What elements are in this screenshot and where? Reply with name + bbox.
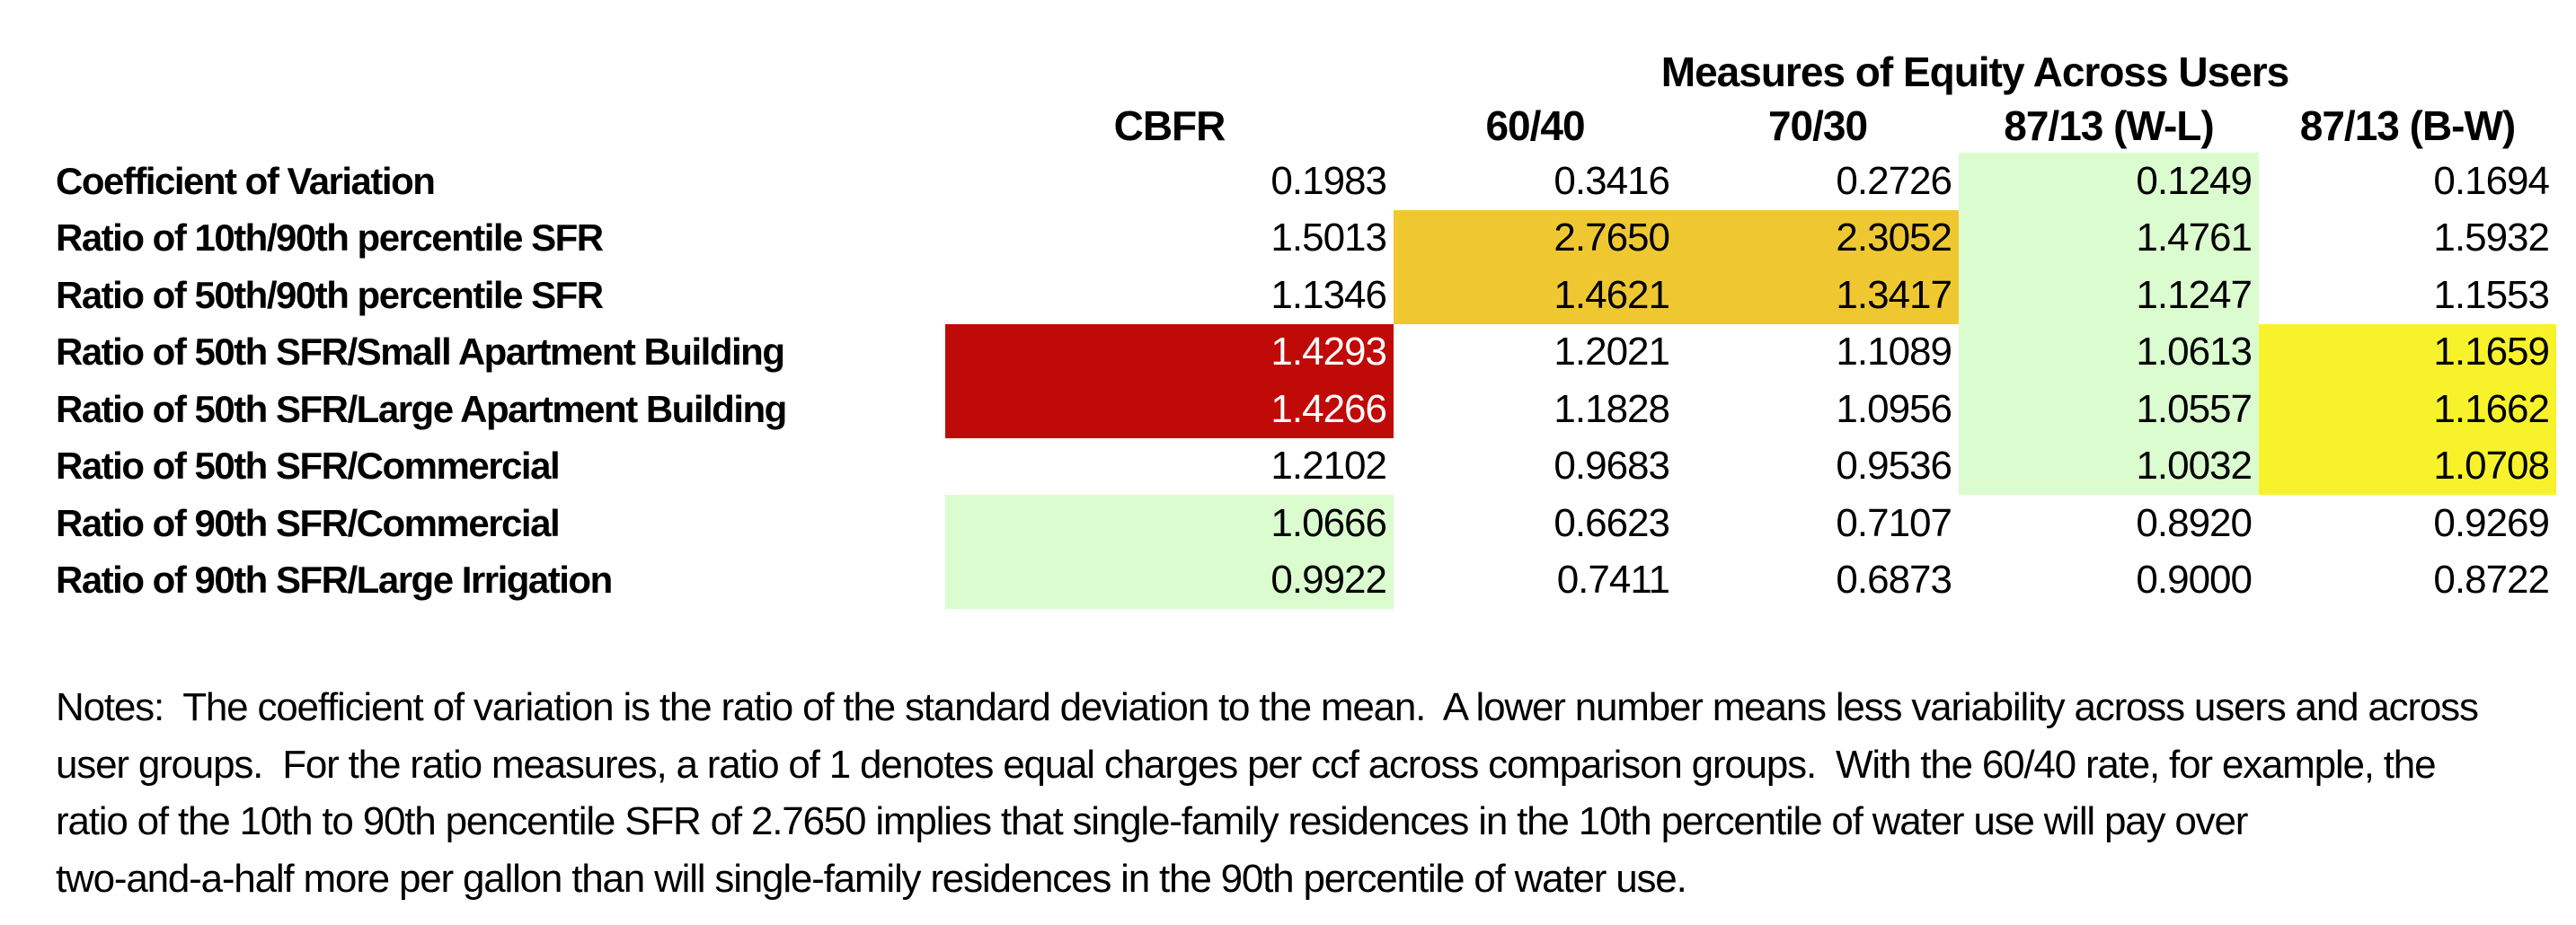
row-label: Ratio of 50th SFR/Small Apartment Buildi… <box>56 330 785 374</box>
table-cell: 0.7411 <box>1556 558 1670 603</box>
table-cell: 0.1983 <box>1270 158 1387 203</box>
table-cell-highlight-green: 1.4761 <box>1959 209 2259 267</box>
table-cell: 1.5013 <box>1270 216 1387 260</box>
table-cell-highlight-green: 1.0557 <box>1959 381 2259 438</box>
table-cell-highlight-yellow: 1.0708 <box>2259 437 2556 495</box>
row-label: Ratio of 50th SFR/Commercial <box>56 445 561 488</box>
table-cell: 1.1828 <box>1554 386 1670 431</box>
notes-line-4: two-and-a-half more per gallon than will… <box>56 856 1687 901</box>
table-cell: 1.5932 <box>2433 216 2550 260</box>
corner-cell <box>56 99 945 153</box>
table-cell: 0.6623 <box>1554 500 1670 545</box>
table-cell-highlight-yellow: 1.1659 <box>2259 323 2556 381</box>
table-cell: 1.0956 <box>1836 386 1952 431</box>
column-header-87-13-bw: 87/13 (B-W) <box>2299 102 2516 149</box>
row-label: Ratio of 50th SFR/Large Apartment Buildi… <box>56 387 787 430</box>
table-cell-highlight-gold: 2.7650 <box>1394 209 1677 267</box>
table-cell: 1.2021 <box>1554 330 1670 374</box>
column-header-70-30: 70/30 <box>1767 102 1868 149</box>
row-label: Ratio of 10th/90th percentile SFR <box>56 216 604 260</box>
table-cell: 0.1694 <box>2433 158 2550 203</box>
row-label: Coefficient of Variation <box>56 159 436 202</box>
table-cell-highlight-red: 1.4293 <box>945 323 1394 381</box>
table-cell-highlight-gold: 2.3052 <box>1677 209 1959 267</box>
table-cell: 0.2726 <box>1836 158 1952 203</box>
table-cell: 1.1346 <box>1270 272 1387 317</box>
table-cell: 0.9000 <box>2136 558 2253 603</box>
table-cell-highlight-green: 1.1247 <box>1959 267 2259 324</box>
column-header-cbfr: CBFR <box>1113 102 1226 149</box>
column-header-60-40: 60/40 <box>1485 102 1585 149</box>
row-label: Ratio of 50th/90th percentile SFR <box>56 273 604 316</box>
table-cell: 0.9536 <box>1836 444 1952 489</box>
table-cell: 1.1553 <box>2433 272 2550 317</box>
row-label: Ratio of 90th SFR/Commercial <box>56 501 561 544</box>
table-cell-highlight-green: 0.1249 <box>1959 153 2259 210</box>
column-header-87-13-wl: 87/13 (W-L) <box>2004 102 2214 149</box>
equity-table: CBFR 60/40 70/30 87/13 (W-L) 87/13 (B-W)… <box>56 99 2556 609</box>
table-cell: 0.6873 <box>1836 558 1952 603</box>
table-cell-highlight-gold: 1.3417 <box>1677 267 1959 324</box>
table-cell-highlight-green: 0.9922 <box>945 551 1394 609</box>
table-cell: 0.8920 <box>2136 500 2253 545</box>
table-title: Measures of Equity Across Users <box>1660 48 2289 95</box>
table-cell: 0.9683 <box>1554 444 1670 489</box>
table-cell-highlight-yellow: 1.1662 <box>2259 381 2556 438</box>
table-cell-highlight-red: 1.4266 <box>945 381 1394 438</box>
table-cell: 0.9269 <box>2433 500 2550 545</box>
table-cell-highlight-gold: 1.4621 <box>1394 267 1677 324</box>
table-cell: 0.3416 <box>1554 158 1670 203</box>
table-cell-highlight-green: 1.0666 <box>945 495 1394 552</box>
notes-line-2: user groups. For the ratio measures, a r… <box>56 742 2437 787</box>
table-cell-highlight-green: 1.0032 <box>1959 437 2259 495</box>
row-label: Ratio of 90th SFR/Large Irrigation <box>56 559 613 602</box>
table-cell: 0.8722 <box>2433 558 2550 603</box>
table-cell: 1.2102 <box>1270 444 1387 489</box>
notes-line-1: Notes: The coefficient of variation is t… <box>56 685 2479 729</box>
table-cell: 1.1089 <box>1836 330 1952 374</box>
table-cell-highlight-green: 1.0613 <box>1959 323 2259 381</box>
notes-paragraph: Notes: The coefficient of variation is t… <box>56 679 2479 907</box>
table-cell: 0.7107 <box>1836 500 1952 545</box>
notes-line-3: ratio of the 10th to 90th pencentile SFR… <box>56 799 2248 843</box>
